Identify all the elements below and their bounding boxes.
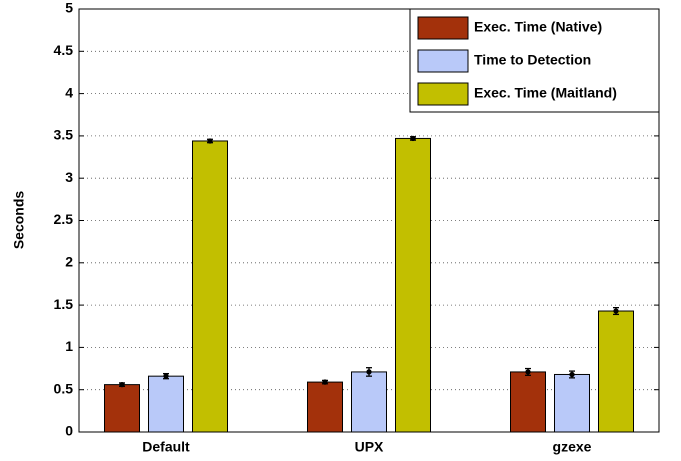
legend-swatch bbox=[417, 49, 469, 73]
y-tick-label: 0 bbox=[65, 423, 73, 439]
y-tick-label: 1.5 bbox=[54, 296, 74, 312]
x-tick-label: gzexe bbox=[553, 439, 592, 455]
error-bar bbox=[613, 306, 619, 316]
y-tick-label: 2.5 bbox=[54, 211, 74, 227]
legend-label: Exec. Time (Maitland) bbox=[474, 85, 617, 101]
bar bbox=[510, 371, 546, 433]
error-bar bbox=[163, 372, 169, 380]
x-tick-label: Default bbox=[142, 439, 190, 455]
error-bar bbox=[569, 370, 575, 379]
error-bar bbox=[366, 367, 372, 377]
legend-label: Time to Detection bbox=[474, 52, 591, 68]
bar bbox=[307, 381, 343, 433]
error-bar bbox=[410, 135, 416, 142]
plot-frame bbox=[78, 8, 660, 433]
error-bar bbox=[119, 381, 125, 388]
y-tick-label: 3.5 bbox=[54, 127, 74, 143]
legend-swatch bbox=[417, 16, 469, 40]
y-tick-label: 1 bbox=[65, 338, 73, 354]
y-tick-label: 4 bbox=[65, 84, 73, 100]
legend-swatch bbox=[417, 82, 469, 106]
x-tick-label: UPX bbox=[355, 439, 384, 455]
bar bbox=[395, 137, 431, 433]
bar bbox=[351, 371, 387, 433]
bar bbox=[192, 140, 228, 433]
error-bar bbox=[322, 379, 328, 385]
y-tick-label: 3 bbox=[65, 169, 73, 185]
bar bbox=[104, 384, 140, 433]
y-tick-label: 5 bbox=[65, 0, 73, 16]
bar bbox=[598, 310, 634, 433]
y-axis-label: Seconds bbox=[11, 191, 27, 250]
y-tick-label: 4.5 bbox=[54, 42, 74, 58]
y-tick-label: 0.5 bbox=[54, 380, 74, 396]
error-bar bbox=[525, 367, 531, 376]
legend-label: Exec. Time (Native) bbox=[474, 19, 602, 35]
y-tick-label: 2 bbox=[65, 254, 73, 270]
error-bar bbox=[207, 138, 213, 144]
bar bbox=[554, 373, 590, 433]
bar bbox=[148, 375, 184, 433]
